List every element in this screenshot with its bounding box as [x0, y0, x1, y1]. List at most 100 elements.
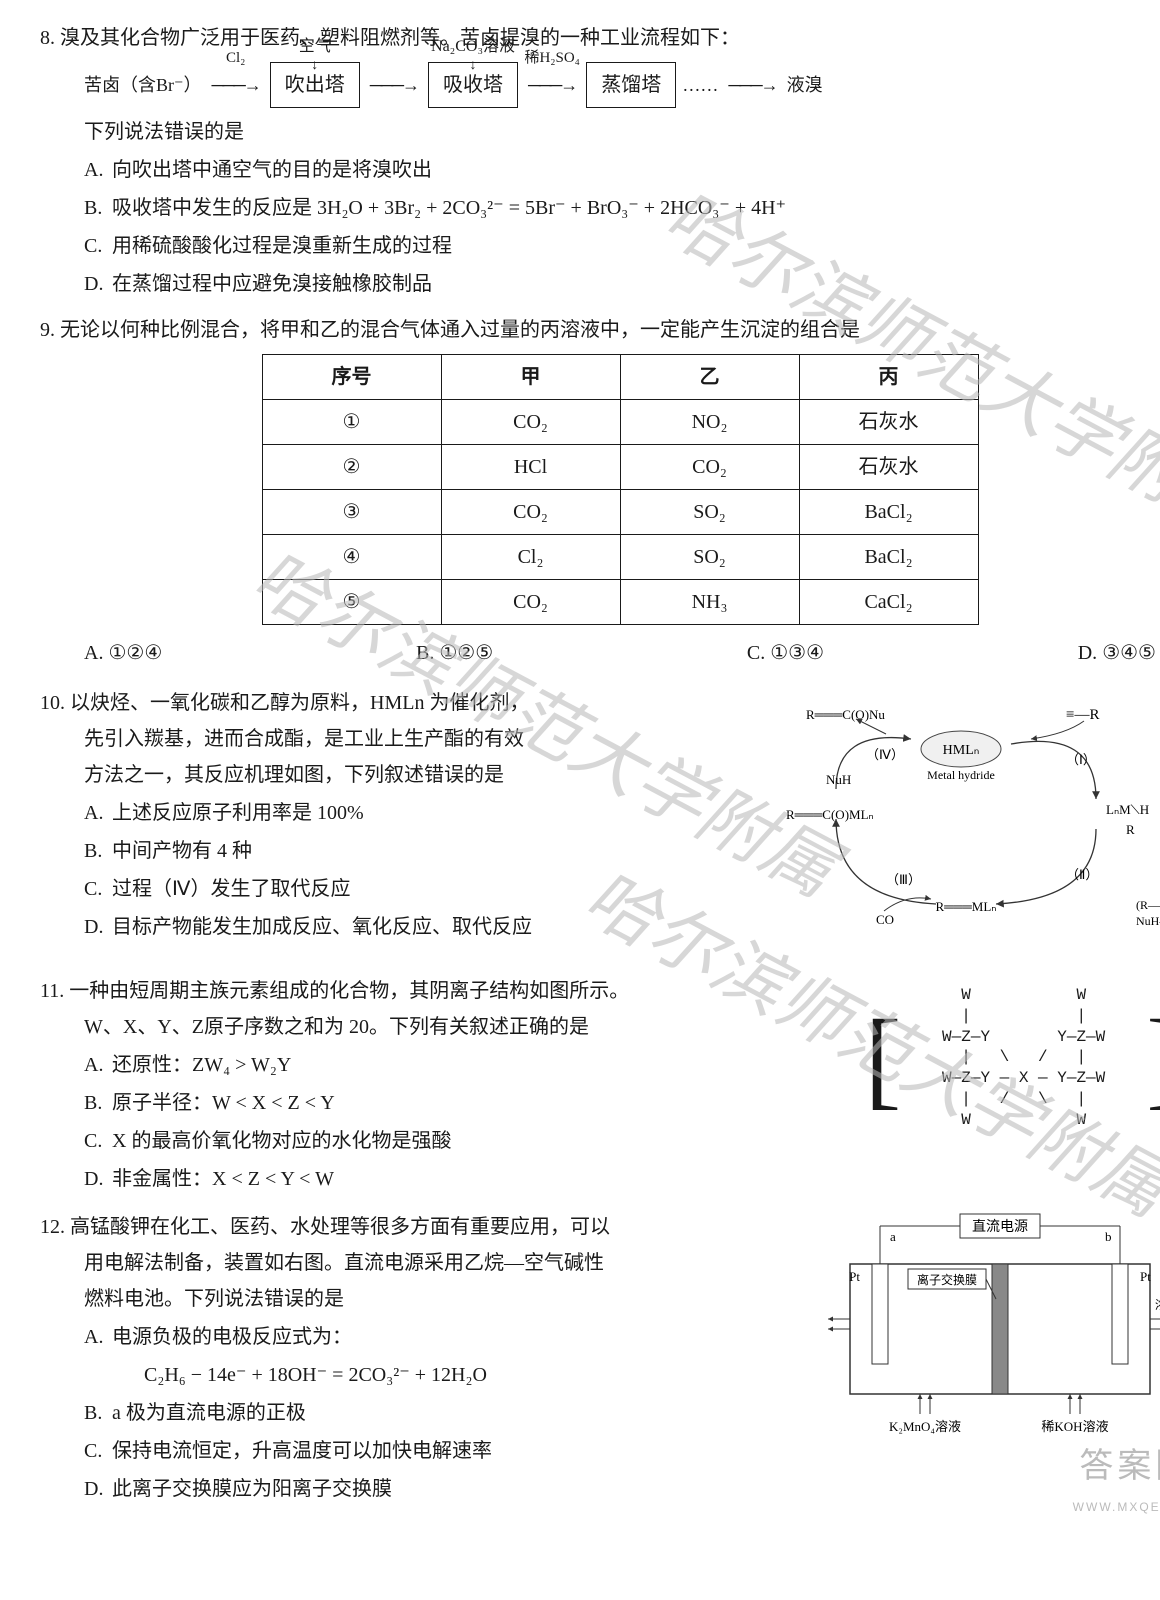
question-stem-line: 先引入羰基，进而合成酯，是工业上生产酯的有效	[40, 721, 742, 757]
option-c: C.X 的最高价氧化物对应的水化物是强酸	[84, 1123, 839, 1159]
question-stem-line: 用电解法制备，装置如右图。直流电源采用乙烷—空气碱性	[40, 1245, 800, 1281]
option-b: B.a 极为直流电源的正极	[84, 1395, 800, 1431]
footer-watermark: 答案圈 WWW.MXQE.COM	[1073, 1436, 1160, 1519]
flow-dots: ……	[682, 69, 718, 101]
option-b: B.吸收塔中发生的反应是 3H₂O + 3Br₂ + 2CO₃²⁻ = 5Br⁻…	[84, 190, 1160, 226]
option-a: A.向吹出塔中通空气的目的是将溴吹出	[84, 152, 1160, 188]
option-d: D.此离子交换膜应为阳离子交换膜	[84, 1471, 800, 1507]
right-bracket-icon: ]	[1146, 1013, 1160, 1103]
solution-label: 浓KOH溶液	[1155, 1297, 1160, 1312]
diagram-step-label: （Ⅳ）	[866, 747, 904, 762]
flow-arrow-icon: ───→	[208, 75, 264, 95]
question-number: 9.	[40, 312, 55, 348]
question-number: 10.	[40, 685, 65, 721]
option-a: A.还原性：ZW₄ > W₂Y	[84, 1047, 839, 1083]
option-a: A.电源负极的电极反应式为：	[84, 1319, 800, 1355]
terminal-b-label: b	[1105, 1229, 1112, 1244]
diagram-species: R	[1126, 822, 1135, 837]
option-c: C.保持电流恒定，升高温度可以加快电解速率	[84, 1433, 800, 1469]
diagram-step-label: （Ⅱ）	[1066, 867, 1098, 882]
option-b: B. ①②⑤	[416, 635, 493, 671]
diagram-step-label: （Ⅰ）	[1066, 752, 1096, 767]
diagram-product: R═══C(O)Nu	[806, 707, 885, 722]
question-stem-line: 方法之一，其反应机理如图，下列叙述错误的是	[40, 757, 742, 793]
diagram-reagent: NuH	[826, 772, 851, 787]
question-prompt: 下列说法错误的是	[40, 114, 1160, 150]
process-flow-diagram: 苦卤（含Br⁻） Cl₂───→ 空气 ↓ 吹出塔 ───→ Na₂CO₃溶液 …	[40, 56, 1160, 114]
table-row: ①CO₂NO₂石灰水	[262, 400, 978, 445]
flow-start: 苦卤（含Br⁻）	[84, 69, 202, 101]
option-a: A. ①②④	[84, 635, 162, 671]
option-d: D.非金属性：X < Z < Y < W	[84, 1161, 839, 1197]
combination-table: 序号 甲 乙 丙 ①CO₂NO₂石灰水 ②HClCO₂石灰水 ③CO₂SO₂Ba…	[262, 354, 979, 625]
diagram-legend: (R—烷基	[1136, 898, 1160, 912]
question-stem-line: 以炔烃、一氧化碳和乙醇为原料，HMLn 为催化剂，	[70, 692, 529, 714]
footer-url: WWW.MXQE.COM	[1073, 1497, 1160, 1519]
table-row: ⑤CO₂NH₃CaCl₂	[262, 580, 978, 625]
question-number: 8.	[40, 20, 55, 56]
question-stem-line: 一种由短周期主族元素组成的化合物，其阴离子结构如图所示。	[69, 980, 629, 1002]
question-stem-line: 燃料电池。下列说法错误的是	[40, 1281, 800, 1317]
table-row: ③CO₂SO₂BaCl₂	[262, 490, 978, 535]
option-b: B.中间产物有 4 种	[84, 833, 742, 869]
option-a-equation: C₂H₆ − 14e⁻ + 18OH⁻ = 2CO₃²⁻ + 12H₂O	[84, 1357, 800, 1393]
membrane-label: 离子交换膜	[917, 1272, 977, 1287]
solution-label: 稀KOH溶液	[1041, 1419, 1108, 1434]
diagram-reagent: CO	[876, 912, 894, 927]
question-9: 9. 无论以何种比例混合，将甲和乙的混合气体通入过量的丙溶液中，一定能产生沉淀的…	[40, 312, 1160, 675]
question-12: 12. 高锰酸钾在化工、医药、水处理等很多方面有重要应用，可以 用电解法制备，装…	[40, 1209, 1160, 1509]
diagram-species: LₙM⟍H	[1106, 802, 1149, 817]
flow-box-absorb: Na₂CO₃溶液 ↓ 吸收塔	[428, 62, 518, 108]
electrode-label: Pt	[849, 1269, 860, 1284]
flow-box-blowout: 空气 ↓ 吹出塔	[270, 62, 360, 108]
question-stem: 无论以何种比例混合，将甲和乙的混合气体通入过量的丙溶液中，一定能产生沉淀的组合是	[60, 319, 860, 341]
question-8: 8. 溴及其化合物广泛用于医药、塑料阻燃剂等。苦卤提溴的一种工业流程如下： 苦卤…	[40, 20, 1160, 302]
question-number: 11.	[40, 973, 64, 1009]
table-header: 丙	[799, 355, 978, 400]
flow-arrow-icon: ───→	[524, 75, 580, 95]
diagram-step-label: （Ⅲ）	[886, 872, 921, 887]
table-header: 乙	[620, 355, 799, 400]
table-header-row: 序号 甲 乙 丙	[262, 355, 978, 400]
table-row: ④Cl₂SO₂BaCl₂	[262, 535, 978, 580]
option-c: C. ①③④	[747, 635, 824, 671]
diagram-species: R═══MLₙ	[936, 899, 997, 914]
question-number: 12.	[40, 1209, 65, 1245]
solution-label: K₂MnO₄溶液	[889, 1419, 961, 1434]
option-d: D. ③④⑤	[1078, 635, 1156, 671]
table-header: 甲	[441, 355, 620, 400]
question-10: 10. 以炔烃、一氧化碳和乙醇为原料，HMLn 为催化剂， 先引入羰基，进而合成…	[40, 685, 1160, 963]
electrode-label: Pt	[1140, 1269, 1151, 1284]
dc-source-label: 直流电源	[972, 1218, 1028, 1235]
down-arrow-icon: ↓	[311, 53, 318, 78]
table-header: 序号	[262, 355, 441, 400]
flow-arrow-label: 稀H₂SO₄	[524, 45, 580, 72]
flow-box-distill: 蒸馏塔	[586, 62, 676, 108]
option-c: C.用稀硫酸酸化过程是溴重新生成的过程	[84, 228, 1160, 264]
flow-arrow-label: Cl₂	[208, 45, 264, 72]
question-stem-line: W、X、Y、Z原子序数之和为 20。下列有关叙述正确的是	[40, 1009, 839, 1045]
question-stem-line: 高锰酸钾在化工、医药、水处理等很多方面有重要应用，可以	[70, 1216, 610, 1238]
diagram-legend: NuH—乙醇)	[1136, 913, 1160, 928]
down-arrow-icon: ↓	[470, 53, 477, 78]
table-row: ②HClCO₂石灰水	[262, 445, 978, 490]
flow-end: 液溴	[787, 69, 823, 101]
option-a: A.上述反应原子利用率是 100%	[84, 795, 742, 831]
flow-arrow-icon: ───→	[366, 69, 422, 101]
anion-structure-diagram: [ W W | | W—Z—Y Y—Z—W | \ / | W—Z—Y — X …	[859, 973, 1160, 1199]
footer-brand: 答案圈	[1073, 1436, 1160, 1497]
structure-grid: W W | | W—Z—Y Y—Z—W | \ / | W—Z—Y — X — …	[901, 979, 1146, 1137]
diagram-species: R═══C(O)MLₙ	[786, 807, 874, 822]
diagram-center-label: HMLₙ	[943, 743, 980, 758]
diagram-center-sublabel: Metal hydride	[927, 768, 995, 782]
catalytic-cycle-diagram: HMLₙ Metal hydride ≡—R （Ⅰ） LₙM⟍H R （Ⅱ） R…	[762, 685, 1160, 963]
option-b: B.原子半径：W < X < Z < Y	[84, 1085, 839, 1121]
option-c: C.过程（Ⅳ）发生了取代反应	[84, 871, 742, 907]
question-stem: 溴及其化合物广泛用于医药、塑料阻燃剂等。苦卤提溴的一种工业流程如下：	[60, 27, 740, 49]
question-11: 11. 一种由短周期主族元素组成的化合物，其阴离子结构如图所示。 W、X、Y、Z…	[40, 973, 1160, 1199]
diagram-reagent: ≡—R	[1066, 707, 1099, 723]
left-bracket-icon: [	[865, 1013, 902, 1103]
flow-arrow-icon: ───→	[724, 69, 780, 101]
terminal-a-label: a	[890, 1229, 896, 1244]
option-d: D.在蒸馏过程中应避免溴接触橡胶制品	[84, 266, 1160, 302]
